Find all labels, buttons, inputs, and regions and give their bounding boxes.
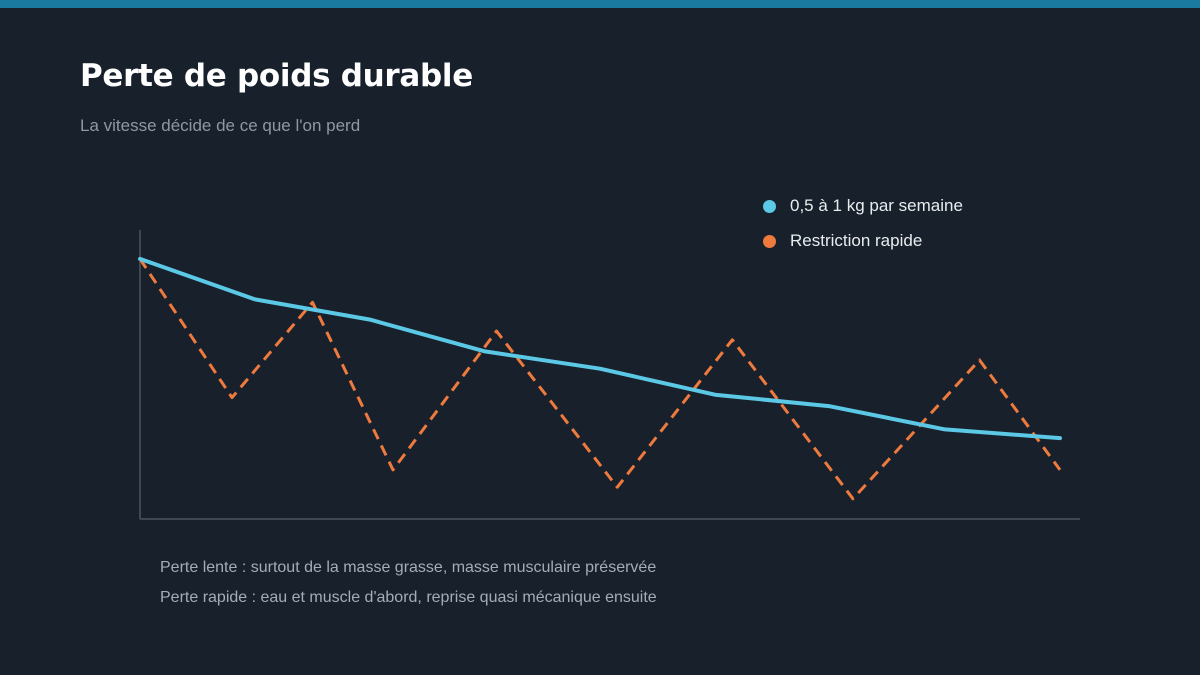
legend-swatch-fast bbox=[763, 234, 776, 248]
legend-label-slow: 0,5 à 1 kg par semaine bbox=[790, 196, 963, 215]
note-slow-loss: Perte lente : surtout de la masse grasse… bbox=[160, 559, 657, 576]
series-line-slow bbox=[138, 256, 1062, 441]
legend-swatch-slow bbox=[763, 199, 776, 213]
legend-item-fast: Restriction rapide bbox=[763, 229, 963, 253]
top-accent-bar bbox=[0, 0, 1200, 8]
note-fast-loss: Perte rapide : eau et muscle d'abord, re… bbox=[160, 589, 657, 606]
legend-item-slow: 0,5 à 1 kg par semaine bbox=[763, 194, 963, 218]
chart-notes: Perte lente : surtout de la masse grasse… bbox=[160, 553, 657, 613]
page-title: Perte de poids durable bbox=[80, 58, 473, 94]
series-line-fast bbox=[138, 258, 1062, 501]
legend-label-fast: Restriction rapide bbox=[790, 231, 923, 250]
page-subtitle: La vitesse décide de ce que l'on perd bbox=[80, 116, 361, 135]
chart-legend: 0,5 à 1 kg par semaine Restriction rapid… bbox=[763, 194, 963, 264]
